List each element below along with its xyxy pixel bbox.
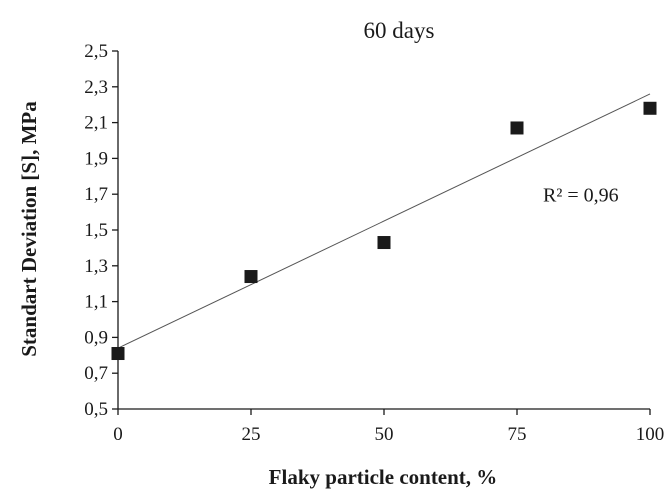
y-axis: 0,5 0,7 0,9 1,1 1,3 1,5 1,7 1,9 2,1 2,3 2,5 [84, 41, 118, 420]
data-point [111, 347, 125, 361]
plot-area [117, 51, 650, 410]
x-tick-label: 0 [113, 424, 123, 445]
x-axis: 0 25 50 75 100 [113, 409, 664, 445]
y-tick-label: 1,9 [84, 148, 108, 169]
annotations: R² = 0,96 [543, 184, 619, 206]
data-points [111, 101, 657, 361]
y-tick-label: 1,1 [84, 292, 108, 313]
y-tick-label: 0,5 [84, 399, 108, 420]
data-point [244, 270, 258, 284]
data-point [643, 101, 657, 115]
y-axis-label: Standart Deviation [S], MPa [17, 101, 41, 357]
x-tick-label: 25 [242, 424, 261, 445]
y-tick-label: 0,7 [84, 363, 108, 384]
data-point [510, 121, 524, 135]
x-tick-label: 75 [508, 424, 527, 445]
trendline [117, 93, 651, 349]
y-tick-label: 2,5 [84, 41, 108, 62]
y-tick-label: 1,7 [84, 184, 108, 205]
data-point [377, 236, 391, 250]
trendline-layer [117, 93, 651, 349]
chart-title: 60 days [364, 18, 435, 43]
x-axis-label: Flaky particle content, % [269, 465, 498, 489]
y-tick-label: 0,9 [84, 327, 108, 348]
y-tick-label: 1,3 [84, 256, 108, 277]
x-tick-label: 50 [375, 424, 394, 445]
y-tick-label: 2,3 [84, 77, 108, 98]
r-squared-annotation: R² = 0,96 [543, 184, 619, 206]
x-tick-label: 100 [636, 424, 665, 445]
y-tick-label: 2,1 [84, 113, 108, 134]
y-tick-label: 1,5 [84, 220, 108, 241]
